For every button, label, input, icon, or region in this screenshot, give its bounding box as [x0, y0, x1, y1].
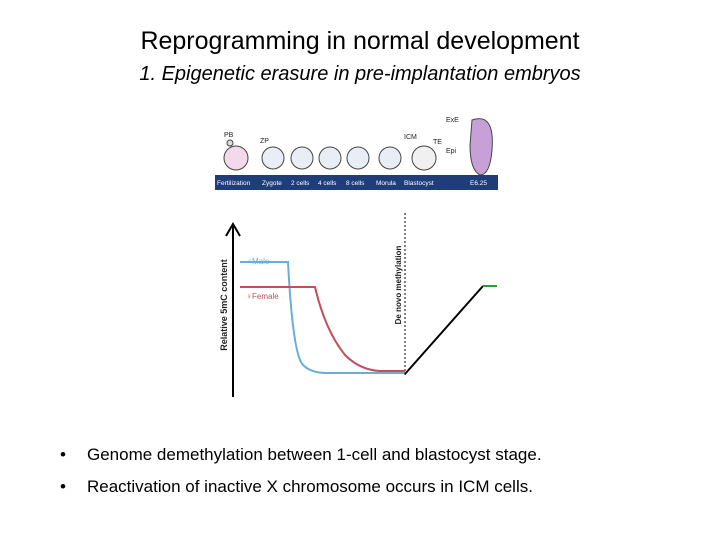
embryo — [290, 146, 314, 170]
embryo — [411, 145, 437, 171]
stage-label: Blastocyst — [404, 180, 434, 187]
female-curve — [240, 286, 405, 372]
stage-label: Fertilization — [217, 180, 251, 187]
embryo — [346, 146, 370, 170]
embryo-label: Epi — [446, 148, 457, 155]
stage-label: 4 cells — [318, 180, 337, 187]
embryo — [318, 146, 342, 170]
annotation: De novo methylation — [394, 246, 403, 325]
bullet: Genome demethylation between 1-cell and … — [87, 445, 542, 464]
embryo-figure: PB ZP ICM TE ExE Epi Fertilization Zygot… — [215, 117, 498, 190]
legend-female: ♀Female — [246, 292, 279, 301]
stage-label: Zygote — [262, 180, 282, 187]
embryo — [223, 145, 249, 171]
polar-body — [226, 139, 234, 147]
stage-label: E6.25 — [470, 180, 487, 187]
embryo-label: ICM — [404, 134, 417, 141]
bullet-mark: • — [60, 477, 66, 496]
embryo-label: PB — [224, 132, 234, 139]
bullet-mark: • — [60, 445, 66, 464]
y-axis-label: Relative 5mC content — [219, 259, 229, 351]
embryo-label: TE — [433, 139, 442, 146]
stage-label: 2 cells — [291, 180, 310, 187]
embryo-label: ExE — [446, 117, 459, 124]
title: Reprogramming in normal development — [140, 27, 579, 55]
stage-label: Morula — [376, 180, 396, 187]
methylation-plot: Relative 5mC content De novo methylation… — [219, 213, 497, 397]
stage-label: 8 cells — [346, 180, 365, 187]
stage-bar — [215, 175, 498, 190]
post-implantation-embryo — [469, 118, 493, 176]
de-novo-curve — [404, 285, 484, 375]
male-curve — [240, 261, 405, 374]
embryo — [261, 146, 285, 170]
bullet: Reactivation of inactive X chromosome oc… — [87, 477, 533, 496]
legend-male: ♂Male — [246, 257, 270, 266]
embryo-label: ZP — [260, 138, 269, 145]
subtitle: 1. Epigenetic erasure in pre-implantatio… — [139, 63, 580, 85]
axis-arrow — [225, 222, 241, 237]
embryo — [378, 146, 402, 170]
